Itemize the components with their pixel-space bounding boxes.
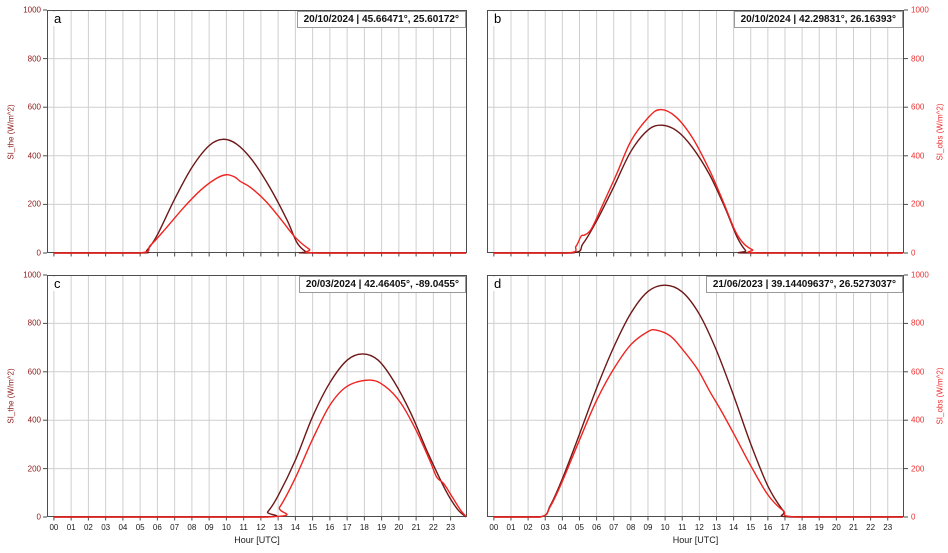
y-tick-label-left: 400	[27, 415, 41, 425]
x-tick-label: 01	[506, 523, 516, 532]
y-tick-label-left: 1000	[23, 270, 41, 280]
panel-a-plot	[43, 9, 467, 257]
x-tick-label: 08	[626, 523, 636, 532]
panel-a-letter: a	[51, 12, 65, 26]
x-tick-label: 09	[643, 523, 653, 532]
y-tick-label-right: 0	[911, 512, 916, 522]
y-tick-label-right: 200	[911, 464, 925, 474]
x-tick-label: 01	[66, 523, 76, 532]
x-tick-label: 17	[780, 523, 790, 532]
x-tick-label: 22	[866, 523, 876, 532]
panel-c-letter: c	[51, 277, 64, 291]
x-tick-label: 18	[359, 523, 369, 532]
x-tick-label: 05	[575, 523, 584, 532]
x-tick-label: 07	[609, 523, 619, 532]
y-tick-label-left: 0	[36, 512, 41, 522]
x-tick-label: 10	[221, 523, 231, 532]
x-tick-label: 07	[170, 523, 180, 532]
x-axis-label: Hour [UTC]	[672, 535, 719, 545]
y-tick-label-right: 1000	[911, 270, 929, 280]
panel-c-annotation: 20/03/2024 | 42.46405°, -89.0455°	[298, 276, 466, 293]
y-tick-label-left: 1000	[23, 5, 41, 15]
x-tick-label: 15	[746, 523, 756, 532]
x-tick-label: 12	[694, 523, 704, 532]
y-tick-label-left: 0	[36, 248, 41, 258]
panel-d-annotation: 21/06/2023 | 39.14409637°, 26.5273037°	[705, 276, 903, 293]
y-tick-label-left: 200	[27, 464, 41, 474]
panel-d-letter: d	[491, 277, 505, 291]
y-tick-label-left: 800	[27, 318, 41, 328]
x-tick-label: 22	[428, 523, 438, 532]
x-tick-label: 12	[256, 523, 266, 532]
x-tick-label: 20	[831, 523, 841, 532]
x-tick-label: 09	[204, 523, 214, 532]
x-tick-label: 05	[135, 523, 145, 532]
y-axis-label-right: SI_obs (W/m^2)	[935, 367, 945, 425]
panel-c-plot	[43, 274, 467, 521]
y-tick-label-left: 200	[27, 199, 41, 209]
panel-b-plot	[487, 9, 908, 257]
x-tick-label: 16	[325, 523, 335, 532]
y-axis-label-right: SI_obs (W/m^2)	[935, 102, 945, 161]
x-tick-label: 02	[83, 523, 93, 532]
x-tick-label: 21	[849, 523, 858, 532]
x-tick-label: 13	[273, 523, 283, 532]
y-tick-label-left: 400	[27, 151, 41, 161]
x-tick-label: 00	[49, 523, 59, 532]
y-tick-label-left: 600	[27, 102, 41, 112]
y-axis-label-left: SI_the (W/m^2)	[6, 368, 16, 424]
x-axis-label: Hour [UTC]	[234, 535, 280, 545]
x-tick-label: 23	[446, 523, 456, 532]
panel-a: a 20/10/2024 | 45.66471°, 25.60172°	[43, 9, 467, 257]
x-tick-label: 17	[342, 523, 352, 532]
x-tick-label: 18	[797, 523, 807, 532]
panel-b: b 20/10/2024 | 42.29831°, 26.16393°	[487, 9, 908, 257]
panel-b-annotation: 20/10/2024 | 42.29831°, 26.16393°	[733, 11, 903, 28]
x-tick-label: 02	[523, 523, 533, 532]
x-tick-label: 19	[377, 523, 387, 532]
y-tick-label-left: 800	[27, 54, 41, 64]
y-tick-label-right: 200	[911, 199, 925, 209]
y-tick-label-right: 800	[911, 318, 925, 328]
y-tick-label-right: 600	[911, 367, 925, 377]
x-tick-label: 08	[187, 523, 197, 532]
x-tick-label: 00	[489, 523, 499, 532]
x-tick-label: 06	[152, 523, 162, 532]
y-tick-label-right: 1000	[911, 5, 929, 15]
x-tick-label: 14	[290, 523, 300, 532]
panel-c: c 20/03/2024 | 42.46405°, -89.0455°	[43, 274, 467, 521]
x-tick-label: 23	[883, 523, 893, 532]
x-tick-label: 04	[118, 523, 128, 532]
panel-d: d 21/06/2023 | 39.14409637°, 26.5273037°	[487, 274, 908, 521]
x-tick-label: 04	[557, 523, 567, 532]
x-tick-label: 11	[239, 523, 248, 532]
y-tick-label-right: 800	[911, 54, 925, 64]
panel-a-annotation: 20/10/2024 | 45.66471°, 25.60172°	[296, 11, 466, 28]
x-tick-label: 13	[712, 523, 721, 532]
x-tick-label: 14	[729, 523, 739, 532]
panel-d-plot	[487, 274, 908, 521]
x-tick-label: 21	[411, 523, 421, 532]
x-tick-label: 10	[660, 523, 670, 532]
x-tick-label: 20	[394, 523, 404, 532]
x-tick-label: 03	[101, 523, 111, 532]
y-tick-label-left: 600	[27, 367, 41, 377]
x-tick-label: 11	[678, 523, 687, 532]
x-tick-label: 16	[763, 523, 773, 532]
y-tick-label-right: 400	[911, 415, 925, 425]
x-tick-label: 03	[540, 523, 550, 532]
x-tick-label: 19	[814, 523, 824, 532]
y-tick-label-right: 0	[911, 248, 916, 258]
y-axis-label-left: SI_the (W/m^2)	[6, 103, 16, 160]
x-tick-label: 15	[308, 523, 318, 532]
panel-b-letter: b	[491, 12, 505, 26]
y-tick-label-right: 600	[911, 102, 925, 112]
y-tick-label-right: 400	[911, 151, 925, 161]
x-tick-label: 06	[592, 523, 602, 532]
